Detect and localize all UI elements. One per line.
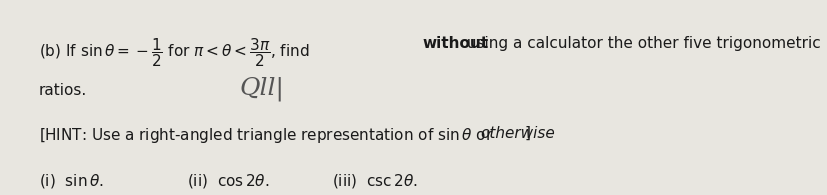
- Text: (ii)  $\cos 2\theta$.: (ii) $\cos 2\theta$.: [187, 172, 269, 190]
- Text: using a calculator the other five trigonometric: using a calculator the other five trigon…: [461, 36, 820, 51]
- Text: (iii)  $\csc 2\theta$.: (iii) $\csc 2\theta$.: [331, 172, 417, 190]
- Text: otherwise: otherwise: [480, 126, 554, 141]
- Text: without: without: [422, 36, 488, 51]
- Text: [HINT: Use a right-angled triangle representation of $\sin\theta$ or: [HINT: Use a right-angled triangle repre…: [39, 126, 493, 145]
- Text: (i)  $\sin\theta$.: (i) $\sin\theta$.: [39, 172, 103, 190]
- Text: Qll|: Qll|: [239, 76, 284, 101]
- Text: (b) If $\sin\theta = -\dfrac{1}{2}$ for $\pi < \theta < \dfrac{3\pi}{2}$, find: (b) If $\sin\theta = -\dfrac{1}{2}$ for …: [39, 36, 310, 69]
- Text: ratios.: ratios.: [39, 83, 87, 98]
- Text: ]: ]: [523, 126, 529, 141]
